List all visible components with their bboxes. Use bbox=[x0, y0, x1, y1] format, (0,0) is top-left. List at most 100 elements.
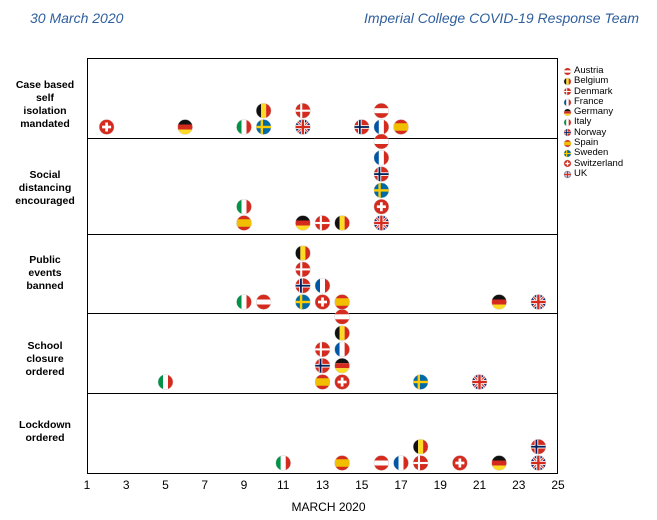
flag-marker-sweden bbox=[295, 294, 311, 310]
flag-marker-germany bbox=[334, 358, 350, 374]
panel-label-line: self bbox=[35, 92, 55, 104]
legend-swatch bbox=[563, 139, 572, 148]
legend-swatch bbox=[563, 67, 572, 75]
panel-label-line: ordered bbox=[25, 432, 65, 444]
legend-swatch bbox=[563, 98, 572, 106]
x-tick-label: 15 bbox=[355, 478, 369, 492]
flag-marker-belgium bbox=[412, 439, 429, 455]
flag-marker-uk bbox=[530, 294, 547, 310]
legend-swatch bbox=[563, 108, 572, 117]
legend-label: Denmark bbox=[574, 85, 613, 97]
legend-label: Sweden bbox=[574, 147, 609, 159]
flag-marker-austria bbox=[373, 133, 390, 150]
sweden-flag-icon bbox=[563, 149, 572, 158]
x-tick-label: 25 bbox=[551, 478, 565, 492]
flag-marker-belgium bbox=[334, 215, 350, 231]
flag-marker-germany bbox=[177, 119, 193, 135]
flag-marker-denmark bbox=[295, 261, 311, 278]
legend: Austria Belgium Denmark France Germany Italy N… bbox=[563, 65, 624, 179]
flag-marker-norway bbox=[530, 439, 547, 455]
legend-item-belgium: Belgium bbox=[563, 75, 623, 87]
flag-marker-belgium bbox=[295, 245, 311, 261]
flag-marker-france bbox=[393, 455, 409, 471]
panel-divider bbox=[88, 234, 557, 235]
panel-label-line: mandated bbox=[20, 118, 70, 130]
panel-label: Public events banned bbox=[3, 254, 87, 293]
flag-marker-belgium bbox=[334, 325, 350, 341]
flag-marker-belgium bbox=[255, 102, 272, 119]
flag-marker-uk bbox=[471, 374, 488, 390]
flag-marker-germany bbox=[491, 294, 507, 310]
flag-marker-italy bbox=[236, 198, 252, 215]
legend-item-uk: UK bbox=[563, 167, 623, 179]
germany-flag-icon bbox=[563, 108, 572, 117]
legend-label: France bbox=[574, 95, 604, 107]
flag-marker-germany bbox=[295, 215, 311, 231]
flag-marker-spain bbox=[334, 294, 350, 310]
flag-marker-italy bbox=[275, 455, 291, 471]
flag-marker-spain bbox=[334, 455, 350, 471]
flag-marker-uk bbox=[373, 215, 390, 231]
panel-label-line: Public bbox=[29, 253, 61, 266]
x-tick-label: 19 bbox=[433, 478, 447, 492]
flag-marker-uk bbox=[295, 119, 311, 135]
x-tick-label: 11 bbox=[277, 478, 290, 492]
panel-label-line: School bbox=[27, 339, 63, 352]
flag-marker-france bbox=[373, 150, 390, 166]
spain-flag-icon bbox=[563, 139, 572, 148]
flag-marker-switzerland bbox=[334, 374, 350, 390]
flag-marker-italy bbox=[157, 374, 174, 390]
flag-marker-france bbox=[373, 119, 390, 135]
panel-label: School closure ordered bbox=[3, 340, 87, 379]
panel-label-line: Social bbox=[29, 168, 61, 181]
switzerland-flag-icon bbox=[563, 160, 572, 168]
legend-swatch bbox=[563, 170, 572, 178]
norway-flag-icon bbox=[563, 129, 572, 137]
flag-marker-denmark bbox=[295, 102, 311, 119]
x-tick-label: 3 bbox=[122, 478, 130, 492]
panel-label-line: closure bbox=[26, 352, 64, 365]
legend-label: Spain bbox=[574, 137, 599, 149]
x-tick-label: 1 bbox=[83, 478, 91, 492]
flag-marker-norway bbox=[354, 119, 370, 135]
legend-item-switzerland: Switzerland bbox=[563, 157, 624, 169]
legend-item-italy: Italy bbox=[563, 117, 623, 127]
legend-swatch bbox=[563, 118, 572, 127]
x-tick-label: 23 bbox=[512, 478, 526, 492]
flag-marker-switzerland bbox=[452, 455, 468, 471]
legend-swatch bbox=[563, 87, 572, 96]
panel-label: Social distancing encouraged bbox=[3, 169, 87, 208]
legend-item-norway: Norway bbox=[563, 127, 623, 138]
header-date: 30 March 2020 bbox=[30, 10, 124, 26]
legend-label: Switzerland bbox=[574, 157, 624, 169]
flag-marker-denmark bbox=[314, 341, 331, 358]
austria-flag-icon bbox=[563, 67, 572, 75]
flag-marker-switzerland bbox=[314, 294, 331, 310]
italy-flag-icon bbox=[563, 118, 572, 127]
flag-marker-spain bbox=[393, 119, 409, 135]
legend-swatch bbox=[563, 149, 572, 158]
x-axis-title: MARCH 2020 bbox=[291, 500, 366, 514]
legend-label: Belgium bbox=[574, 75, 609, 87]
panel-divider bbox=[88, 393, 557, 394]
flag-marker-spain bbox=[314, 374, 331, 390]
panel-label-line: banned bbox=[26, 279, 64, 292]
flag-marker-switzerland bbox=[98, 119, 115, 135]
flag-marker-france bbox=[334, 341, 350, 358]
panel-label-line: encouraged bbox=[15, 194, 75, 207]
panel-label-line: ordered bbox=[25, 365, 65, 378]
flag-marker-norway bbox=[295, 278, 311, 294]
legend-swatch bbox=[563, 160, 572, 168]
france-flag-icon bbox=[563, 98, 572, 106]
panel-label-line: Lockdown bbox=[19, 419, 71, 431]
panel-label-line: events bbox=[28, 266, 62, 279]
legend-label: UK bbox=[574, 167, 588, 179]
flag-marker-austria bbox=[373, 102, 390, 119]
flag-marker-switzerland bbox=[373, 198, 390, 215]
flag-marker-uk bbox=[530, 455, 547, 471]
uk-flag-icon bbox=[563, 170, 572, 178]
panel-label-line: Case based bbox=[15, 79, 75, 91]
x-tick-label: 17 bbox=[394, 478, 408, 492]
header-team: Imperial College COVID-19 Response Team bbox=[364, 10, 639, 26]
